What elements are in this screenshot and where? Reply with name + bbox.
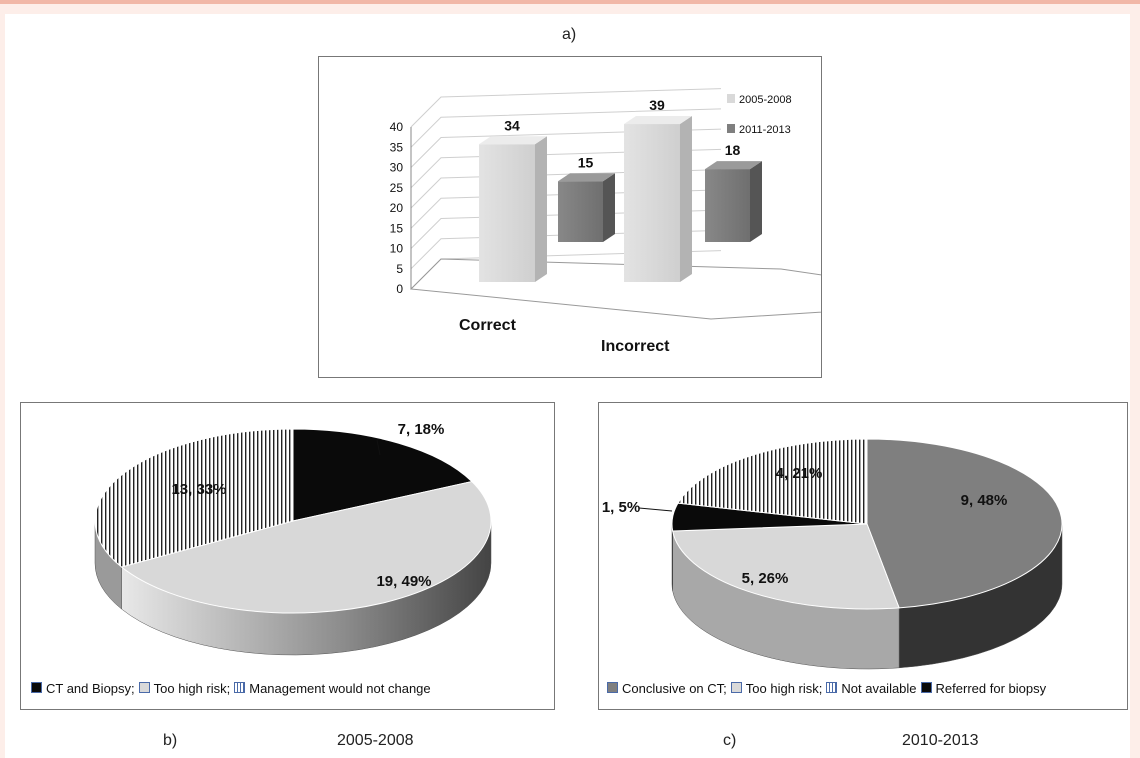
pie-label-Management would not change: 13, 33% [171, 481, 226, 498]
floor-outline [409, 258, 1002, 320]
legend-label: 2011-2013 [739, 124, 791, 136]
swatch-light-icon [730, 682, 742, 693]
pie-chart-2005-2008: 7, 18% 19, 49% 13, 33% [94, 421, 492, 656]
gridline [410, 88, 722, 128]
pie-slice-CT and Biopsy [292, 428, 473, 522]
swatch-stripes-icon [234, 682, 246, 693]
leader-line [638, 507, 673, 512]
bar-chart-3d: 0 5 10 15 20 25 30 35 40 Correct Incorrect 34 15 39 1… [390, 88, 1002, 355]
pie-slice-Conclusive on CT [866, 438, 1063, 609]
pie-chart-b-frame: 7, 18% 19, 49% 13, 33% CT and Biopsy; Too … [20, 402, 555, 710]
bar-top-2011-2013-Incorrect [705, 161, 762, 170]
legend-item-not-available: Not available [826, 681, 917, 696]
pie-slice-Not available [677, 438, 868, 525]
pie-label-Too high risk: 5, 26% [742, 570, 789, 587]
y-tick-label: 20 [390, 201, 404, 215]
pie-slice-Too high risk [672, 523, 900, 610]
bar-2005-2008-Correct [479, 144, 535, 282]
bar-chart-frame: 0 5 10 15 20 25 30 35 40 Correct Incorrect 34 15 39 1… [318, 56, 1002, 378]
bar-2011-2013-Correct [558, 181, 603, 242]
bar-top-2011-2013-Correct [558, 173, 615, 182]
pie-slice-Management would not change [94, 428, 294, 568]
pie-b-legend: CT and Biopsy; Too high risk; Management… [31, 681, 431, 696]
data-label: 15 [578, 154, 594, 170]
legend-item-too-high-risk-c: Too high risk; [730, 681, 822, 696]
period-label-b: 2005-2008 [337, 732, 414, 749]
swatch-black-icon [920, 682, 932, 693]
swatch-dark-icon [607, 682, 618, 693]
x-category-label: Correct [459, 317, 517, 334]
swatch-stripes-icon [826, 682, 838, 693]
legend-label: 2005-2008 [739, 94, 792, 106]
data-label: 18 [725, 142, 741, 158]
legend-item-referred: Referred for biopsy [920, 681, 1046, 696]
bar-side-2005-2008-Incorrect [680, 116, 692, 282]
pie-label-Referred for biopsy: 1, 5% [602, 499, 640, 516]
legend-swatch [727, 94, 735, 103]
y-tick-label: 25 [390, 181, 404, 195]
bar-top-2005-2008-Correct [479, 136, 547, 145]
y-tick-label: 15 [390, 221, 404, 235]
bar-side-2011-2013-Incorrect [750, 161, 762, 242]
y-tick-label: 10 [390, 242, 404, 256]
swatch-light-icon [138, 682, 150, 693]
panel-label-a: a) [562, 26, 577, 43]
pie-c-legend: Conclusive on CT; Too high risk; Not ava… [607, 681, 1046, 696]
legend-swatch [727, 124, 735, 133]
y-tick-label: 5 [396, 262, 403, 276]
gridline [410, 108, 722, 148]
pie-label-Not available: 4, 21% [776, 465, 823, 482]
pie-side-Referred for biopsy [671, 523, 673, 592]
legend-item-conclusive: Conclusive on CT; [607, 681, 727, 696]
bar-side-2011-2013-Correct [603, 173, 615, 242]
pie-chart-c-frame: 9, 48% 5, 26% 1, 5% 4, 21% Conclusive on CT… [598, 402, 1128, 710]
y-tick-label: 35 [390, 140, 404, 154]
bar-2011-2013-Incorrect [705, 169, 750, 242]
bar-2005-2008-Incorrect [624, 124, 680, 282]
y-tick-label: 30 [390, 161, 404, 175]
pie-chart-2010-2013: 9, 48% 5, 26% 1, 5% 4, 21% [602, 438, 1063, 670]
x-category-label: Incorrect [601, 338, 670, 355]
top-accent-bar [0, 0, 1140, 4]
legend-item-management: Management would not change [234, 681, 431, 696]
pie-label-Conclusive on CT: 9, 48% [961, 492, 1008, 509]
bar-top-2005-2008-Incorrect [624, 116, 692, 125]
panel-label-c: c) [723, 732, 737, 749]
panel-label-b: b) [163, 732, 178, 749]
leader-line [376, 439, 381, 456]
data-label: 39 [649, 97, 665, 113]
pie-label-Too high risk: 19, 49% [376, 573, 431, 590]
legend-item-too-high-risk: Too high risk; [138, 681, 230, 696]
data-label: 34 [504, 117, 520, 133]
y-tick-label: 40 [390, 120, 404, 134]
swatch-black-icon [31, 682, 42, 693]
period-label-c: 2010-2013 [902, 732, 979, 749]
legend-item-ct-biopsy: CT and Biopsy; [31, 681, 135, 696]
pie-label-CT and Biopsy: 7, 18% [398, 421, 445, 438]
bar-side-2005-2008-Correct [535, 136, 547, 282]
pie-slice-Too high risk [120, 481, 492, 614]
y-tick-label: 0 [396, 282, 403, 296]
